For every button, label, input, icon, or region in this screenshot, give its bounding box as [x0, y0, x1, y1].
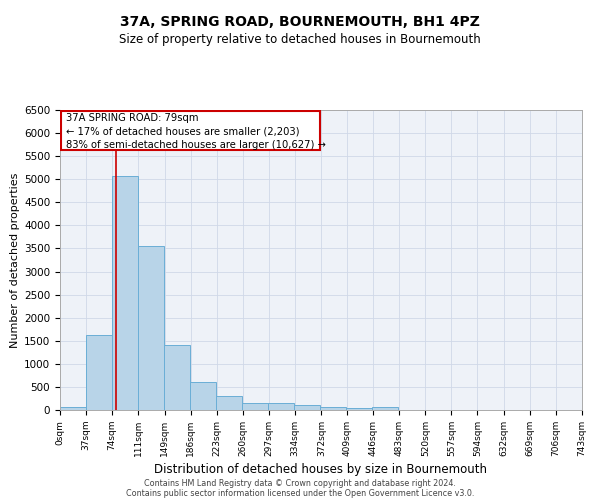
Bar — [242, 403, 268, 410]
Bar — [60, 406, 86, 410]
Bar — [268, 403, 294, 410]
Bar — [216, 396, 242, 410]
Bar — [86, 335, 112, 410]
Bar — [320, 408, 346, 410]
Bar — [346, 408, 372, 410]
Bar — [112, 176, 138, 410]
Bar — [164, 346, 190, 410]
X-axis label: Distribution of detached houses by size in Bournemouth: Distribution of detached houses by size … — [155, 463, 487, 476]
Bar — [138, 246, 164, 410]
Text: Contains public sector information licensed under the Open Government Licence v3: Contains public sector information licen… — [126, 488, 474, 498]
Text: Contains HM Land Registry data © Crown copyright and database right 2024.: Contains HM Land Registry data © Crown c… — [144, 478, 456, 488]
Text: 37A SPRING ROAD: 79sqm
← 17% of detached houses are smaller (2,203)
83% of semi-: 37A SPRING ROAD: 79sqm ← 17% of detached… — [67, 113, 326, 150]
Bar — [372, 408, 398, 410]
Text: Size of property relative to detached houses in Bournemouth: Size of property relative to detached ho… — [119, 32, 481, 46]
Bar — [61, 111, 320, 150]
Bar — [294, 405, 320, 410]
Bar — [190, 382, 216, 410]
Y-axis label: Number of detached properties: Number of detached properties — [10, 172, 20, 348]
Text: 37A, SPRING ROAD, BOURNEMOUTH, BH1 4PZ: 37A, SPRING ROAD, BOURNEMOUTH, BH1 4PZ — [120, 15, 480, 29]
